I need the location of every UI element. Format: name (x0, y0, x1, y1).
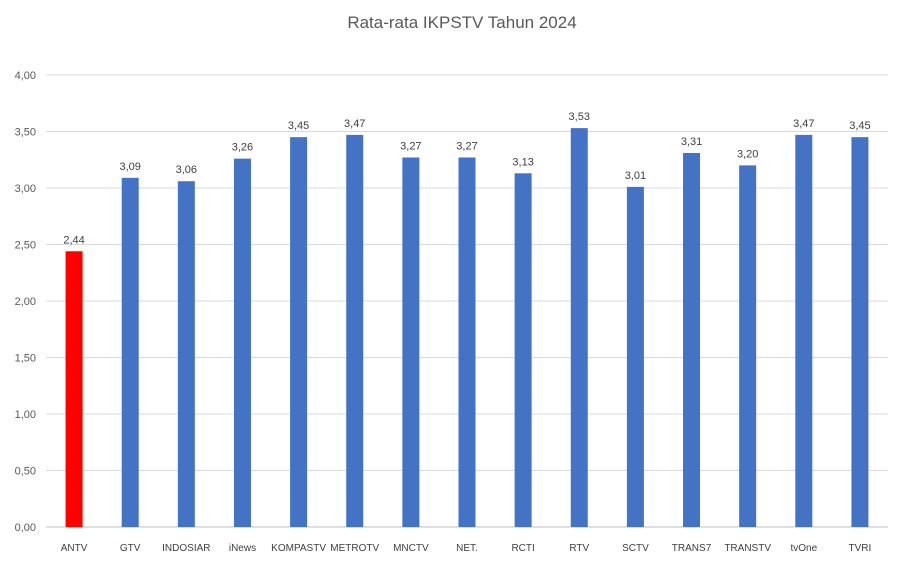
data-label: 3,53 (569, 111, 590, 123)
chart-title: Rata-rata IKPSTV Tahun 2024 (347, 13, 576, 32)
bar-antv (65, 251, 83, 527)
x-category-label: ANTV (61, 543, 88, 554)
bar-rcti (514, 173, 532, 527)
data-labels: 2,44 3,09 3,06 3,26 3,45 3,47 3,27 3,27 3,13 3,53… (63, 111, 870, 246)
y-tick-label: 3,50 (15, 127, 36, 139)
bar-sctv (626, 186, 644, 527)
y-axis-ticks: 0,00 0,50 1,00 1,50 2,00 2,50 3,00 3,50 4,00 (15, 70, 36, 534)
bar-indosiar (177, 181, 195, 527)
x-category-label: TRANS7 (672, 543, 712, 554)
data-label: 3,45 (849, 120, 870, 132)
x-category-label: INDOSIAR (162, 543, 210, 554)
x-category-label: NET. (456, 543, 478, 554)
data-label: 3,47 (793, 118, 814, 130)
bar-tvri (851, 137, 869, 527)
x-category-label: tvOne (790, 543, 817, 554)
data-label: 3,13 (512, 156, 533, 168)
data-label: 3,47 (344, 118, 365, 130)
x-axis-categories: ANTV GTV INDOSIAR iNews KOMPASTV METROTV MNCTV… (61, 543, 872, 554)
x-category-label: TRANSTV (724, 543, 771, 554)
data-label: 3,01 (625, 170, 646, 182)
x-category-label: GTV (120, 543, 141, 554)
data-label: 3,09 (119, 161, 140, 173)
y-tick-label: 0,00 (15, 522, 36, 534)
y-tick-label: 2,00 (15, 296, 36, 308)
bar-rtv (570, 128, 588, 528)
bar-metrotv (346, 134, 364, 527)
x-category-label: KOMPASTV (271, 543, 326, 554)
y-tick-label: 0,50 (15, 466, 36, 478)
data-label: 2,44 (63, 234, 84, 246)
x-category-label: METROTV (330, 543, 379, 554)
x-category-label: TVRI (849, 543, 872, 554)
y-tick-label: 4,00 (15, 70, 36, 82)
y-tick-label: 2,50 (15, 240, 36, 252)
data-label: 3,45 (288, 120, 309, 132)
bar-inews (233, 158, 251, 527)
data-label: 3,31 (681, 136, 702, 148)
x-category-label: RTV (569, 543, 589, 554)
y-tick-label: 3,00 (15, 183, 36, 195)
bar-kompastv (290, 137, 308, 527)
bar-net (458, 157, 476, 528)
bar-transtv (739, 165, 757, 527)
data-label: 3,26 (232, 142, 253, 154)
data-label: 3,27 (400, 140, 421, 152)
bars (65, 128, 869, 528)
bar-tvone (795, 134, 813, 527)
y-tick-label: 1,50 (15, 353, 36, 365)
bar-mnctv (402, 157, 420, 528)
x-category-label: iNews (229, 543, 256, 554)
data-label: 3,20 (737, 148, 758, 160)
x-category-label: SCTV (622, 543, 649, 554)
x-category-label: MNCTV (393, 543, 429, 554)
bar-gtv (121, 177, 139, 527)
data-label: 3,06 (176, 164, 197, 176)
x-category-label: RCTI (511, 543, 534, 554)
data-label: 3,27 (456, 140, 477, 152)
y-tick-label: 1,00 (15, 409, 36, 421)
bar-trans7 (683, 152, 701, 527)
